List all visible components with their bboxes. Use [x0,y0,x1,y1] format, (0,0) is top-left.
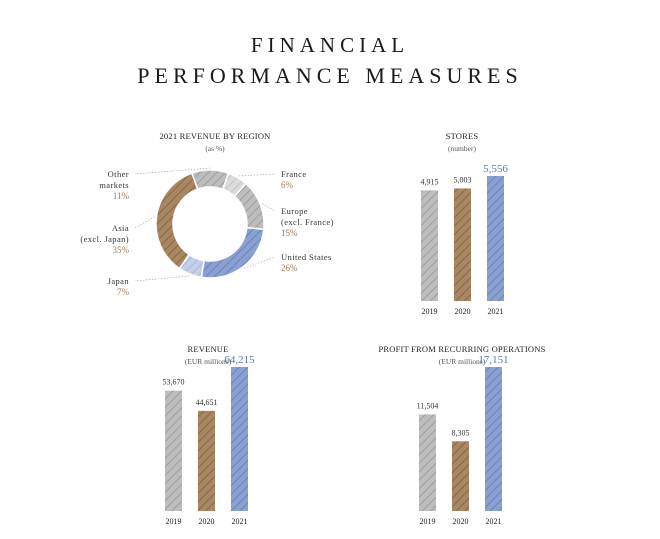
region-label-4-line-1: (excl. Japan) [80,234,129,244]
page-title-line2: PERFORMANCE MEASURES [137,63,523,88]
revenue-chart-title: REVENUE [187,344,228,354]
region-slice-4 [155,172,199,270]
region-leader-line-5 [134,167,211,175]
stores-x-label-2020: 2020 [455,307,471,316]
stores-bar-2021 [487,176,504,301]
region-pct-label-4: 35% [113,245,130,255]
profit-x-label-2019: 2019 [420,517,436,526]
stores-value-label-2020: 5,003 [454,175,472,184]
profit-chart-subtitle: (EUR millions) [439,357,486,366]
stores-x-label-2021: 2021 [488,307,504,316]
page-title-line1: FINANCIAL [250,33,410,57]
profit-bar-chart: PROFIT FROM RECURRING OPERATIONS (EUR mi… [378,344,545,526]
region-label-5-line-0: Other [108,169,129,179]
profit-bar-2019 [419,414,436,511]
region-pct-label-0: 6% [281,180,294,190]
revenue-bar-chart: REVENUE (EUR millions) 53,670 2019 44,651 2… [163,344,256,526]
region-label-1-line-0: Europe [281,206,308,216]
stores-x-label-2019: 2019 [422,307,438,316]
revenue-bar-2019 [165,390,182,511]
revenue-value-label-2019: 53,670 [163,378,185,387]
revenue-bar-2020 [198,410,215,511]
region-label-5-line-1: markets [99,180,129,190]
region-pct-label-3: 7% [117,287,130,297]
region-label-1-line-1: (excl. France) [281,217,334,227]
revenue-value-label-2020: 44,651 [196,398,218,407]
region-slice-2 [200,226,265,279]
region-leader-line-2 [244,256,276,269]
region-label-2-line-0: United States [281,252,332,262]
stores-value-label-2021: 5,556 [483,163,508,175]
region-label-3-line-0: Japan [108,276,130,286]
stores-chart-title: STORES [446,131,479,141]
stores-bar-2020 [454,188,471,301]
profit-value-label-2020: 8,305 [452,428,470,437]
stores-bar-chart: STORES (number) 4,915 2019 5,003 2020 5,556 2… [421,131,509,316]
region-leader-line-4 [134,216,155,229]
revenue-x-label-2021: 2021 [232,517,248,526]
region-label-4-line-0: Asia [112,223,129,233]
profit-x-label-2021: 2021 [486,517,502,526]
profit-bar-2021 [485,367,502,511]
region-slice-1 [233,182,265,231]
region-pct-label-1: 15% [281,228,298,238]
region-chart-title: 2021 REVENUE BY REGION [159,131,270,141]
region-pct-label-2: 26% [281,263,298,273]
region-leader-line-0 [238,173,276,177]
region-label-0-line-0: France [281,169,307,179]
revenue-chart-subtitle: (EUR millions) [185,357,232,366]
profit-value-label-2021: 17,151 [478,354,508,366]
region-pct-label-5: 11% [113,191,130,201]
stores-chart-subtitle: (number) [448,144,476,153]
stores-value-label-2019: 4,915 [421,177,439,186]
profit-chart-title: PROFIT FROM RECURRING OPERATIONS [378,344,545,354]
profit-value-label-2019: 11,504 [417,401,439,410]
profit-x-label-2020: 2020 [453,517,469,526]
region-slice-5 [190,169,230,191]
region-leader-line-1 [262,203,276,212]
profit-bar-2020 [452,441,469,511]
revenue-x-label-2019: 2019 [166,517,182,526]
revenue-value-label-2021: 64,215 [224,354,255,366]
revenue-x-label-2020: 2020 [199,517,215,526]
stores-bar-2019 [421,190,438,301]
region-chart-subtitle: (as %) [205,144,225,153]
revenue-bar-2021 [231,367,248,511]
region-leader-line-3 [134,275,190,282]
